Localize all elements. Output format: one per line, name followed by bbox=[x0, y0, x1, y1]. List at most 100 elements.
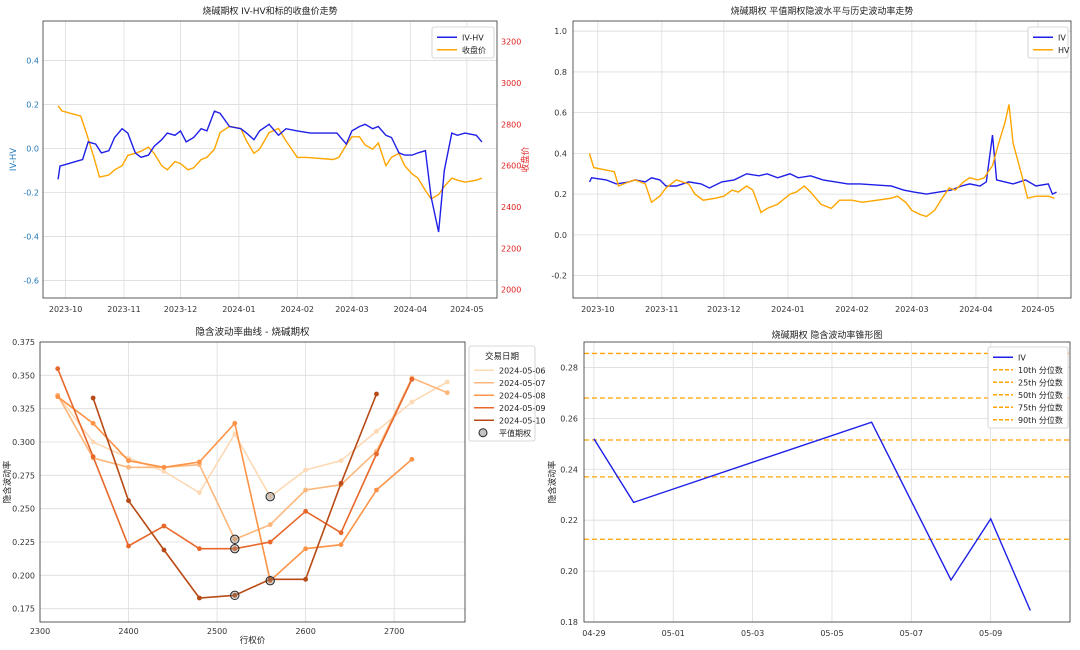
chart3-title: 隐含波动率曲线 - 烧碱期权 bbox=[196, 326, 310, 338]
chart3-point-0-4 bbox=[196, 490, 202, 496]
chart2-ytick-6: 1.0 bbox=[554, 27, 567, 36]
chart2-xtick-3: 2024-01 bbox=[771, 305, 804, 314]
chart3-series-3 bbox=[56, 368, 413, 550]
chart3-point-4-5 bbox=[267, 576, 273, 582]
chart-smile: 隐含波动率曲线 - 烧碱期权 2300 2400 2500 2600 2700 0.175 0… bbox=[2, 326, 546, 646]
chart1-legend-label-1: 收盘价 bbox=[462, 45, 486, 55]
chart4-legend-label-4: 75th 分位数 bbox=[1018, 402, 1063, 412]
chart3-point-3-2 bbox=[126, 543, 131, 549]
chart1-ytick-3: 0.0 bbox=[26, 145, 39, 154]
chart2-legend-label-0: IV bbox=[1058, 33, 1066, 42]
chart3-point-3-5 bbox=[232, 546, 238, 552]
chart3-point-0-8 bbox=[338, 458, 344, 464]
chart3-ytick-1: 0.200 bbox=[12, 571, 35, 580]
chart2-xtick-4: 2024-02 bbox=[835, 305, 868, 314]
chart3-xtick-0: 2300 bbox=[30, 627, 50, 636]
chart2-ytick-2: 0.2 bbox=[554, 190, 567, 199]
chart3-point-2-8 bbox=[338, 542, 344, 548]
chart3-point-0-10 bbox=[409, 399, 415, 405]
chart3-xtick-1: 2400 bbox=[118, 627, 138, 636]
chart3-point-3-4 bbox=[196, 546, 202, 552]
chart3-legend-label-2: 2024-05-08 bbox=[499, 391, 546, 400]
chart3-point-2-10 bbox=[409, 456, 415, 462]
chart3-point-4-7 bbox=[338, 480, 344, 486]
chart1-xtick-0: 2023-10 bbox=[49, 305, 82, 314]
chart4-legend-label-2: 25th 分位数 bbox=[1018, 377, 1063, 387]
chart1-xtick-4: 2024-02 bbox=[281, 305, 314, 314]
chart1-y2tick-3: 2600 bbox=[501, 162, 521, 171]
chart3-atm-marker-2 bbox=[265, 575, 275, 586]
chart3-ytick-0: 0.175 bbox=[12, 605, 35, 614]
chart3-legend-label-5: 平值期权 bbox=[499, 428, 531, 438]
chart1-ylabel: IV-HV bbox=[9, 148, 19, 171]
chart1-xtick-3: 2024-01 bbox=[222, 305, 255, 314]
chart3-point-4-0 bbox=[90, 395, 96, 401]
chart2-xtick-5: 2024-03 bbox=[895, 305, 928, 314]
chart3-ytick-8: 0.375 bbox=[12, 338, 35, 347]
chart-iv-hv-level: 烧碱期权 平值期权隐波水平与历史波动率走势 2023-10 2023-11 2023-… bbox=[551, 5, 1072, 314]
chart3-point-4-3 bbox=[196, 595, 202, 601]
chart3-ytick-4: 0.275 bbox=[12, 471, 35, 480]
chart3-point-0-3 bbox=[161, 468, 167, 474]
chart4-legend-label-5: 90th 分位数 bbox=[1018, 415, 1063, 425]
chart3-legend-marker-5 bbox=[478, 428, 488, 438]
chart3-point-0-1 bbox=[90, 439, 96, 445]
chart4-ytick-5: 0.28 bbox=[560, 363, 578, 372]
chart3-point-3-7 bbox=[303, 508, 309, 514]
chart3-xtick-4: 2700 bbox=[384, 627, 404, 636]
chart-iv-hv-close: 烧碱期权 IV-HV和标的收盘价走势 2023-10 2023-11 2023-12 2… bbox=[9, 5, 531, 314]
chart3-point-0-11 bbox=[444, 379, 450, 385]
chart3-point-2-0 bbox=[55, 394, 61, 400]
chart4-legend-label-3: 50th 分位数 bbox=[1018, 390, 1063, 400]
chart3-point-2-1 bbox=[90, 420, 96, 426]
chart2-ytick-0: -0.2 bbox=[551, 272, 567, 281]
chart1-ytick-1: -0.4 bbox=[23, 232, 39, 241]
chart2-ytick-1: 0.0 bbox=[554, 231, 567, 240]
chart4-ylabel: 隐含波动率 bbox=[547, 460, 558, 503]
chart3-series-1 bbox=[57, 376, 448, 541]
chart-vol-cone: 烧碱期权 隐含波动率锥形图 04-29 05-01 05-03 05-05 05-07 05… bbox=[547, 329, 1071, 638]
chart2-ytick-4: 0.6 bbox=[554, 109, 567, 118]
chart3-point-3-10 bbox=[409, 376, 415, 382]
chart4-frame bbox=[583, 341, 1071, 623]
chart4-series-iv bbox=[593, 421, 1031, 611]
chart3-point-3-9 bbox=[374, 451, 379, 457]
chart3-point-0-9 bbox=[374, 428, 379, 434]
chart3-point-1-2 bbox=[126, 464, 131, 470]
chart4-legend-label-0: IV bbox=[1018, 353, 1026, 362]
chart3-point-2-7 bbox=[303, 546, 309, 552]
chart4-xtick-2: 05-03 bbox=[741, 629, 764, 638]
chart3-ytick-2: 0.225 bbox=[12, 538, 35, 547]
chart3-point-3-1 bbox=[90, 454, 96, 460]
chart3-point-2-4 bbox=[196, 459, 202, 465]
chart1-ytick-5: 0.4 bbox=[26, 57, 39, 66]
chart2-ytick-3: 0.4 bbox=[554, 149, 567, 158]
chart1-xtick-1: 2023-11 bbox=[107, 305, 140, 314]
chart3-point-4-6 bbox=[303, 576, 309, 582]
chart3-point-4-2 bbox=[161, 547, 167, 553]
chart3-ytick-3: 0.250 bbox=[12, 505, 35, 514]
chart3-ytick-7: 0.350 bbox=[12, 371, 35, 380]
chart3-atm-marker-4 bbox=[230, 590, 240, 601]
chart4-legend-label-1: 10th 分位数 bbox=[1018, 365, 1063, 375]
chart3-point-4-4 bbox=[232, 592, 238, 598]
chart3-point-2-5 bbox=[232, 420, 238, 426]
chart3-point-2-9 bbox=[374, 487, 379, 493]
chart3-point-1-5 bbox=[232, 536, 238, 542]
chart4-xtick-3: 05-05 bbox=[820, 629, 843, 638]
chart3-atm-marker-3 bbox=[230, 543, 240, 554]
chart3-point-2-3 bbox=[161, 464, 167, 470]
chart2-series-iv bbox=[588, 135, 1057, 196]
chart3-point-1-7 bbox=[303, 487, 309, 493]
chart1-xtick-7: 2024-05 bbox=[450, 305, 483, 314]
chart3-legend-label-3: 2024-05-09 bbox=[499, 404, 546, 413]
chart2-frame bbox=[572, 20, 1072, 299]
chart3-point-2-2 bbox=[126, 458, 131, 464]
chart4-title: 烧碱期权 隐含波动率锥形图 bbox=[772, 329, 883, 341]
chart1-legend-label-0: IV-HV bbox=[462, 33, 484, 42]
chart1-y2tick-0: 2000 bbox=[501, 286, 521, 295]
chart3-point-1-6 bbox=[267, 522, 273, 528]
chart1-y2tick-5: 3000 bbox=[501, 79, 521, 88]
chart3-point-3-0 bbox=[55, 366, 61, 372]
chart2-series-hv bbox=[588, 104, 1055, 218]
